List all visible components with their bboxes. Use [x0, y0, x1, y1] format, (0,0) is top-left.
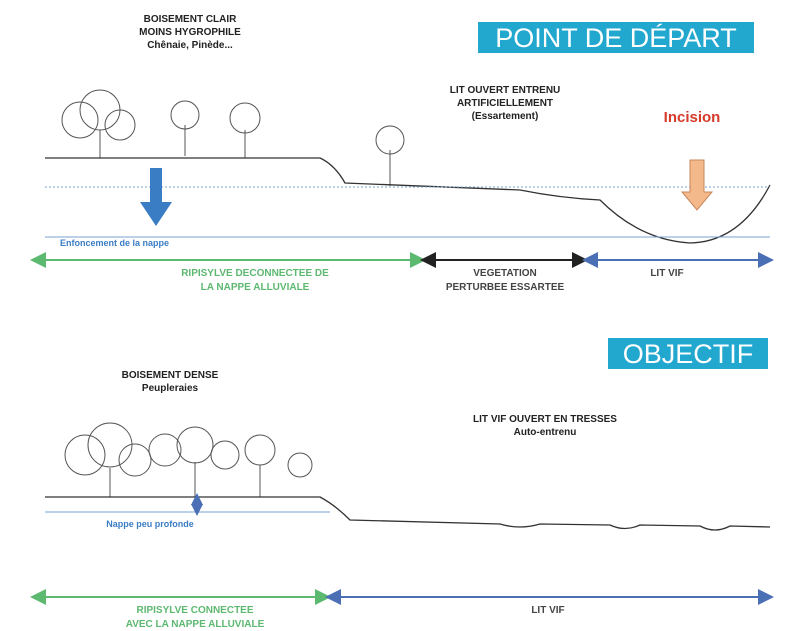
trees	[65, 423, 312, 497]
diagram: POINT DE DÉPART BOISEMENT CLAIR MOINS HY…	[0, 0, 791, 631]
trees	[62, 90, 404, 186]
bed-label: ARTIFICIELLEMENT	[457, 98, 553, 109]
bed-label: Auto-entrenu	[514, 427, 577, 438]
zone-label: PERTURBEE ESSARTEE	[446, 282, 565, 293]
zone-label: LIT VIF	[650, 268, 683, 279]
forest-label: BOISEMENT CLAIR	[144, 14, 238, 25]
incision-label: Incision	[664, 109, 721, 126]
water-note: Enfoncement de la nappe	[60, 238, 169, 248]
section-tag: POINT DE DÉPART	[495, 23, 737, 53]
zone-label: LIT VIF	[531, 605, 564, 616]
water-note: Nappe peu profonde	[106, 519, 194, 529]
water-drop-arrow	[140, 168, 172, 226]
zone-label: RIPISYLVE DECONNECTEE DE	[181, 268, 329, 279]
forest-label: Peupleraies	[142, 383, 199, 394]
forest-label: BOISEMENT DENSE	[122, 370, 219, 381]
zone-label: VEGETATION	[473, 268, 537, 279]
zone-label: AVEC LA NAPPE ALLUVIALE	[126, 619, 265, 630]
bed-label: LIT OUVERT ENTRENU	[450, 85, 561, 96]
bed-label: LIT VIF OUVERT EN TRESSES	[473, 414, 617, 425]
forest-label: Chênaie, Pinède...	[147, 40, 233, 51]
zone-label: LA NAPPE ALLUVIALE	[201, 282, 310, 293]
zone-label: RIPISYLVE CONNECTEE	[136, 605, 253, 616]
section-tag: OBJECTIF	[623, 339, 754, 369]
incision-arrow	[682, 160, 712, 210]
bed-label: (Essartement)	[472, 111, 539, 122]
forest-label: MOINS HYGROPHILE	[139, 27, 241, 38]
